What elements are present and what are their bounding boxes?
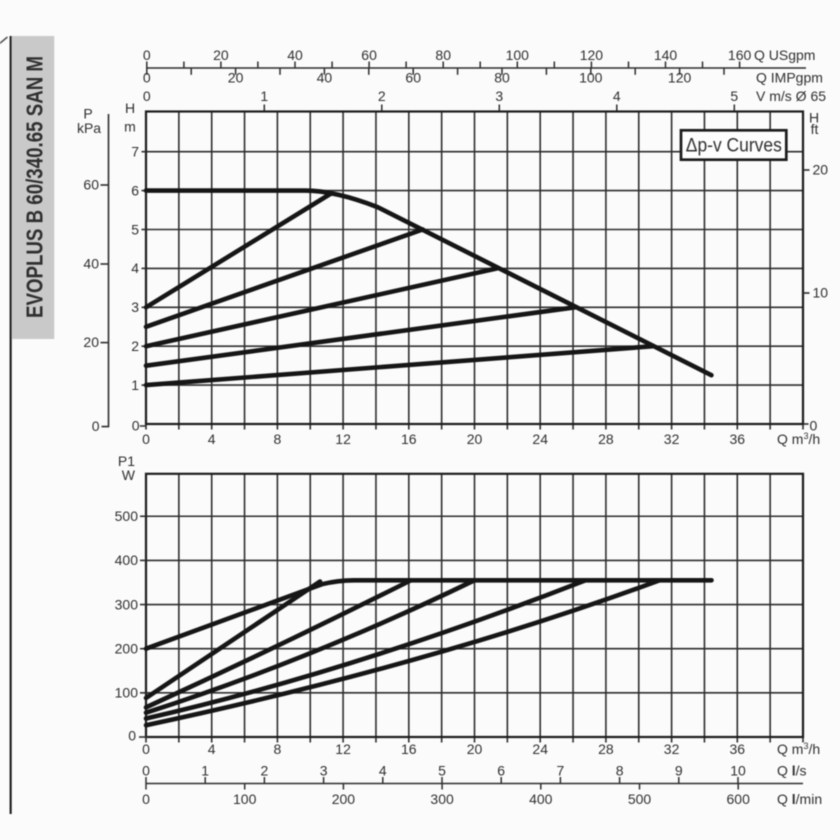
svg-text:28: 28 [598,741,614,757]
svg-text:32: 32 [664,431,680,447]
svg-text:400: 400 [529,791,553,807]
svg-text:0: 0 [128,728,136,744]
svg-text:32: 32 [664,741,680,757]
svg-text:100: 100 [506,47,530,63]
svg-text:Δp-v Curves: Δp-v Curves [686,136,782,157]
svg-text:5: 5 [438,762,446,778]
svg-text:0: 0 [142,762,150,778]
svg-text:Q l/min: Q l/min [777,791,822,807]
svg-text:8: 8 [274,741,282,757]
svg-text:80: 80 [494,70,510,86]
svg-text:0: 0 [810,418,818,434]
svg-text:500: 500 [115,508,139,524]
svg-text:3: 3 [131,299,139,315]
svg-text:EVOPLUS B 60/340.65 SAN M: EVOPLUS B 60/340.65 SAN M [22,56,48,318]
svg-text:10: 10 [730,762,746,778]
svg-text:5: 5 [730,88,738,104]
svg-text:4: 4 [208,431,216,447]
svg-text:8: 8 [274,431,282,447]
svg-text:60: 60 [361,47,377,63]
svg-text:28: 28 [598,431,614,447]
svg-text:16: 16 [401,741,417,757]
svg-text:40: 40 [83,256,99,272]
svg-text:4: 4 [208,741,216,757]
svg-text:140: 140 [654,47,678,63]
svg-text:P1: P1 [118,453,135,469]
svg-text:4: 4 [613,88,621,104]
svg-text:600: 600 [727,791,751,807]
svg-text:3: 3 [320,762,328,778]
svg-text:60: 60 [405,70,421,86]
svg-text:0: 0 [143,88,151,104]
svg-text:7: 7 [557,762,565,778]
svg-text:36: 36 [730,431,746,447]
svg-text:0: 0 [132,417,140,433]
svg-text:10: 10 [813,285,829,301]
svg-text:100: 100 [579,70,603,86]
svg-text:20: 20 [83,334,99,350]
svg-text:20: 20 [213,47,229,63]
svg-text:400: 400 [115,552,139,568]
svg-text:Q m3/h: Q m3/h [777,741,820,757]
svg-text:0: 0 [142,791,150,807]
svg-text:8: 8 [616,762,624,778]
svg-text:6: 6 [131,182,139,198]
svg-text:V m/s Ø 65: V m/s Ø 65 [756,88,826,104]
svg-text:300: 300 [430,791,454,807]
svg-text:36: 36 [730,741,746,757]
svg-text:24: 24 [532,741,548,757]
svg-text:0: 0 [143,70,151,86]
svg-text:2: 2 [378,88,386,104]
svg-text:m: m [124,119,136,135]
svg-text:7: 7 [131,144,139,160]
svg-text:12: 12 [335,741,351,757]
svg-text:Q m3/h: Q m3/h [777,431,820,447]
svg-text:20: 20 [228,70,244,86]
svg-text:100: 100 [115,685,139,701]
svg-text:W: W [122,467,136,483]
svg-text:12: 12 [335,431,351,447]
svg-text:1: 1 [201,762,209,778]
svg-text:40: 40 [287,47,303,63]
svg-text:24: 24 [532,431,548,447]
svg-text:2: 2 [131,338,139,354]
svg-text:20: 20 [467,431,483,447]
svg-text:3: 3 [495,88,503,104]
svg-text:120: 120 [668,70,692,86]
svg-text:kPa: kPa [77,120,101,136]
svg-text:Q l/s: Q l/s [777,762,807,778]
svg-text:80: 80 [435,47,451,63]
svg-text:H: H [809,110,819,126]
svg-text:4: 4 [131,260,139,276]
svg-text:2: 2 [261,762,269,778]
svg-text:1: 1 [260,88,268,104]
svg-text:16: 16 [401,431,417,447]
svg-text:60: 60 [83,177,99,193]
svg-text:ft: ft [811,121,819,137]
svg-text:0: 0 [142,431,150,447]
svg-text:9: 9 [675,762,683,778]
svg-text:0: 0 [142,741,150,757]
svg-text:5: 5 [131,221,139,237]
svg-text:Q USgpm: Q USgpm [754,47,815,63]
svg-text:20: 20 [813,162,829,178]
svg-text:100: 100 [233,791,257,807]
svg-text:Q IMPgpm: Q IMPgpm [756,70,823,86]
svg-text:40: 40 [317,70,333,86]
svg-text:0: 0 [92,418,100,434]
svg-text:P: P [83,106,92,122]
svg-text:6: 6 [497,762,505,778]
svg-text:0: 0 [143,47,151,63]
svg-text:20: 20 [467,741,483,757]
svg-text:500: 500 [628,791,652,807]
svg-text:300: 300 [115,596,139,612]
svg-text:200: 200 [332,791,356,807]
svg-text:H: H [125,100,135,116]
svg-text:4: 4 [379,762,387,778]
svg-text:120: 120 [580,47,604,63]
svg-text:1: 1 [131,377,139,393]
svg-text:160: 160 [728,47,752,63]
svg-text:200: 200 [115,641,139,657]
